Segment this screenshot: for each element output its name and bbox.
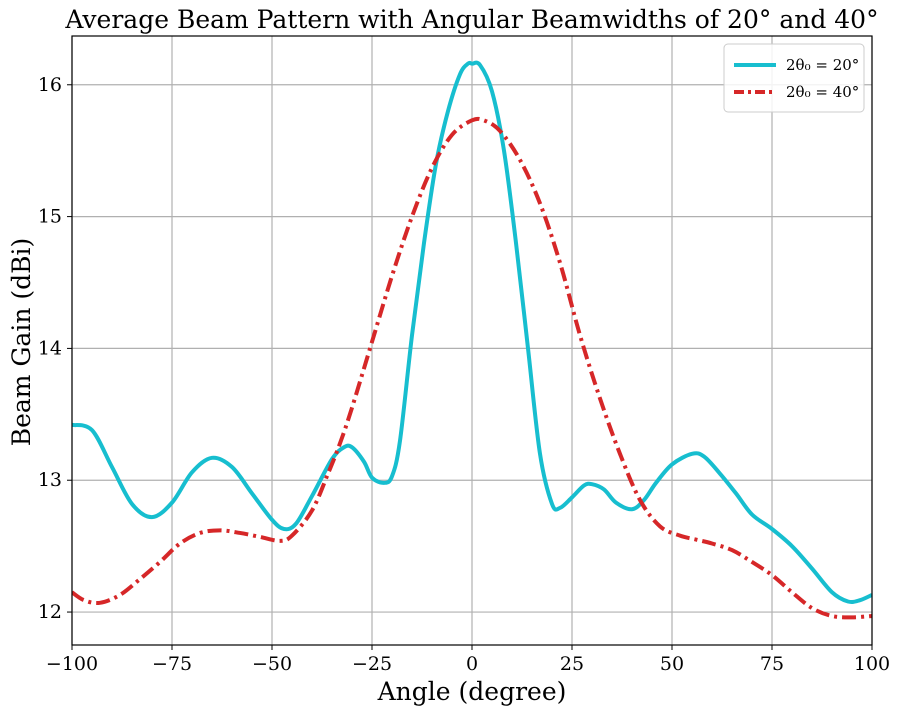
x-tick-label: 100 [854, 653, 890, 675]
grid-lines [71, 36, 873, 645]
x-axis-label: Angle (degree) [377, 677, 567, 706]
x-tick-label: −25 [352, 653, 392, 675]
y-tick-label: 15 [38, 206, 62, 228]
y-tick-label: 14 [38, 337, 62, 359]
legend-label: 2θ₀ = 20° [786, 56, 859, 74]
legend-box [723, 43, 865, 113]
series-layer [72, 60, 872, 620]
x-axis-ticks: −100 −75 −50 −25 0 25 50 75 100 [46, 645, 890, 675]
y-tick-label: 16 [38, 74, 62, 96]
y-axis-label: Beam Gain (dBi) [7, 238, 36, 447]
x-tick-label: 25 [560, 653, 584, 675]
chart-title: Average Beam Pattern with Angular Beamwi… [64, 5, 878, 34]
y-tick-label: 13 [38, 469, 62, 491]
x-tick-label: 75 [760, 653, 784, 675]
x-tick-label: 0 [466, 653, 478, 675]
legend: 2θ₀ = 20° 2θ₀ = 40° [723, 43, 865, 113]
x-tick-label: −50 [252, 653, 292, 675]
x-tick-label: −75 [152, 653, 192, 675]
series-line-2 [72, 116, 872, 620]
y-axis-ticks: 12 13 14 15 16 [38, 74, 72, 623]
x-tick-label: −100 [46, 653, 98, 675]
series-line-1 [72, 60, 872, 605]
legend-label: 2θ₀ = 40° [786, 83, 859, 101]
x-tick-label: 50 [660, 653, 684, 675]
y-tick-label: 12 [38, 601, 62, 623]
